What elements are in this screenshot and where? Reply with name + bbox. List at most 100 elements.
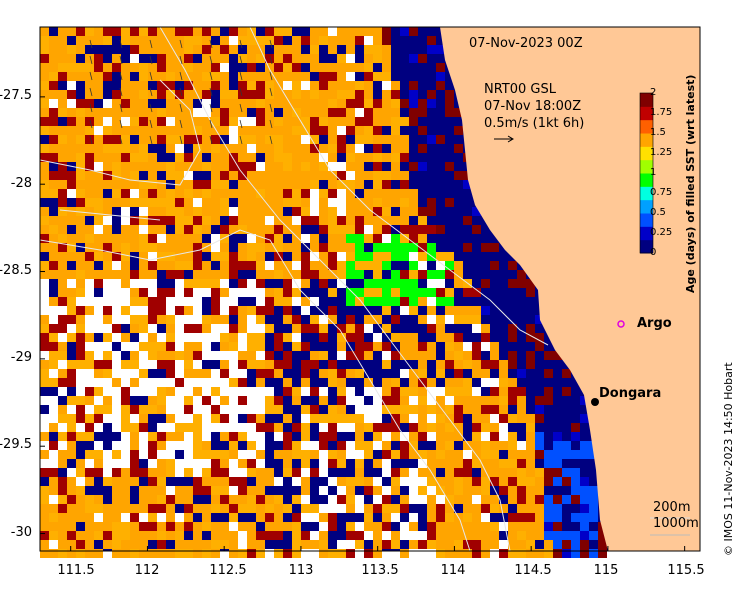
age-cell bbox=[445, 549, 454, 558]
age-cell bbox=[445, 468, 454, 477]
age-cell bbox=[76, 117, 85, 126]
age-cell bbox=[103, 297, 112, 306]
age-cell bbox=[382, 540, 391, 549]
age-cell bbox=[364, 504, 373, 513]
age-cell bbox=[58, 135, 67, 144]
age-cell bbox=[544, 540, 553, 549]
age-cell bbox=[238, 207, 247, 216]
age-cell bbox=[409, 513, 418, 522]
age-cell bbox=[49, 243, 58, 252]
age-cell bbox=[319, 369, 328, 378]
age-cell bbox=[256, 423, 265, 432]
age-cell bbox=[373, 396, 382, 405]
age-cell bbox=[436, 45, 445, 54]
age-cell bbox=[580, 396, 589, 405]
age-cell bbox=[589, 495, 598, 504]
age-cell bbox=[256, 198, 265, 207]
current-arrows bbox=[89, 39, 273, 145]
age-cell bbox=[121, 432, 130, 441]
age-cell bbox=[67, 108, 76, 117]
age-cell bbox=[238, 549, 247, 558]
age-cell bbox=[292, 63, 301, 72]
age-cell bbox=[148, 198, 157, 207]
age-cell bbox=[283, 126, 292, 135]
current-arrow bbox=[269, 71, 273, 81]
age-cell bbox=[409, 342, 418, 351]
age-cell bbox=[418, 540, 427, 549]
age-cell bbox=[265, 243, 274, 252]
age-cell bbox=[364, 342, 373, 351]
age-cell bbox=[355, 198, 364, 207]
age-cell bbox=[544, 396, 553, 405]
age-cell bbox=[211, 477, 220, 486]
age-cell bbox=[103, 153, 112, 162]
age-cell bbox=[220, 36, 229, 45]
age-cell bbox=[139, 441, 148, 450]
age-cell bbox=[580, 549, 589, 558]
age-cell bbox=[211, 198, 220, 207]
age-cell bbox=[373, 495, 382, 504]
age-cell bbox=[67, 432, 76, 441]
age-cell bbox=[49, 117, 58, 126]
age-cell bbox=[94, 342, 103, 351]
age-cell bbox=[373, 234, 382, 243]
age-cell bbox=[454, 486, 463, 495]
age-cell bbox=[355, 333, 364, 342]
age-cell bbox=[202, 342, 211, 351]
age-cell bbox=[598, 549, 607, 558]
age-cell bbox=[472, 504, 481, 513]
age-cell bbox=[211, 549, 220, 558]
colorbar-frame bbox=[639, 92, 654, 254]
age-cell bbox=[121, 81, 130, 90]
age-cell bbox=[355, 297, 364, 306]
current-arrow bbox=[269, 55, 273, 65]
age-cell bbox=[220, 405, 229, 414]
age-cell bbox=[247, 468, 256, 477]
age-cell bbox=[202, 189, 211, 198]
age-cell bbox=[139, 90, 148, 99]
age-cell bbox=[166, 531, 175, 540]
age-cell bbox=[382, 441, 391, 450]
age-cell bbox=[418, 342, 427, 351]
age-cell bbox=[220, 306, 229, 315]
age-cell bbox=[481, 405, 490, 414]
age-cell bbox=[373, 270, 382, 279]
age-cell bbox=[364, 81, 373, 90]
age-cell bbox=[220, 45, 229, 54]
age-cell bbox=[103, 315, 112, 324]
age-cell bbox=[112, 135, 121, 144]
age-cell bbox=[58, 405, 67, 414]
age-cell bbox=[229, 522, 238, 531]
age-cell bbox=[94, 270, 103, 279]
age-cell bbox=[67, 513, 76, 522]
age-cell bbox=[229, 216, 238, 225]
age-cell bbox=[130, 45, 139, 54]
age-cell bbox=[85, 99, 94, 108]
age-cell bbox=[220, 387, 229, 396]
current-arrow bbox=[239, 119, 243, 129]
age-cell bbox=[391, 414, 400, 423]
age-cell bbox=[94, 378, 103, 387]
age-cell bbox=[121, 297, 130, 306]
age-cell bbox=[346, 36, 355, 45]
age-cell bbox=[319, 504, 328, 513]
age-cell bbox=[121, 153, 130, 162]
age-cell bbox=[265, 207, 274, 216]
age-cell bbox=[409, 486, 418, 495]
age-cell bbox=[274, 369, 283, 378]
age-cell bbox=[301, 90, 310, 99]
age-cell bbox=[85, 297, 94, 306]
age-cell bbox=[319, 171, 328, 180]
age-cell bbox=[418, 126, 427, 135]
age-cell bbox=[418, 396, 427, 405]
age-cell bbox=[481, 549, 490, 558]
age-cell bbox=[292, 117, 301, 126]
age-cell bbox=[184, 351, 193, 360]
age-cell bbox=[382, 81, 391, 90]
age-cell bbox=[94, 315, 103, 324]
age-cell bbox=[319, 117, 328, 126]
age-cell bbox=[382, 153, 391, 162]
age-cell bbox=[490, 414, 499, 423]
age-cell bbox=[310, 36, 319, 45]
age-cell bbox=[202, 333, 211, 342]
